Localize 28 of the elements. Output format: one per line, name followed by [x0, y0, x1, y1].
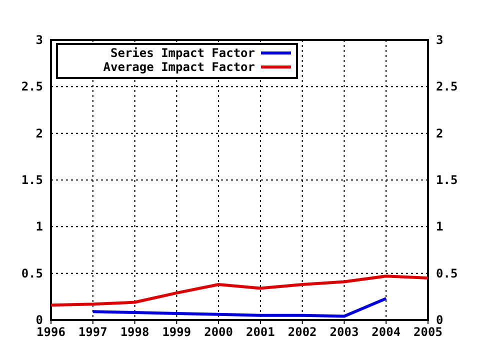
x-tick-label: 2004 — [372, 325, 401, 339]
x-tick-label: 1998 — [120, 325, 150, 339]
x-tick-label: 1997 — [78, 325, 108, 339]
x-tick-label: 2002 — [288, 325, 317, 339]
y-tick-label: 1 — [36, 220, 43, 234]
x-tick-label: 2003 — [330, 325, 359, 339]
y-tick-label: 1.5 — [21, 173, 43, 187]
x-tick-label: 2001 — [246, 325, 275, 339]
legend-label: Series Impact Factor — [110, 46, 255, 60]
y-tick-label: 2.5 — [21, 80, 43, 94]
y2-tick-label: 1.5 — [436, 173, 458, 187]
y2-tick-label: 2 — [436, 126, 444, 140]
x-tick-label: 1996 — [36, 325, 66, 339]
y-tick-label: 0 — [36, 313, 43, 327]
x-tick-label: 2005 — [414, 325, 442, 339]
y2-tick-label: 3 — [436, 33, 444, 47]
x-tick-label: 2000 — [204, 325, 234, 339]
y-tick-label: 0.5 — [21, 266, 43, 280]
y2-tick-label: 2.5 — [436, 80, 458, 94]
y2-tick-label: 1 — [436, 220, 444, 234]
line-series — [91, 297, 388, 318]
y2-tick-label: 0 — [436, 313, 444, 327]
y-tick-label: 2 — [36, 126, 43, 140]
legend-label: Average Impact Factor — [103, 60, 255, 74]
x-tick-label: 1999 — [162, 325, 192, 339]
y-tick-label: 3 — [36, 33, 43, 47]
y2-tick-label: 0.5 — [436, 266, 458, 280]
line-series — [50, 274, 430, 307]
